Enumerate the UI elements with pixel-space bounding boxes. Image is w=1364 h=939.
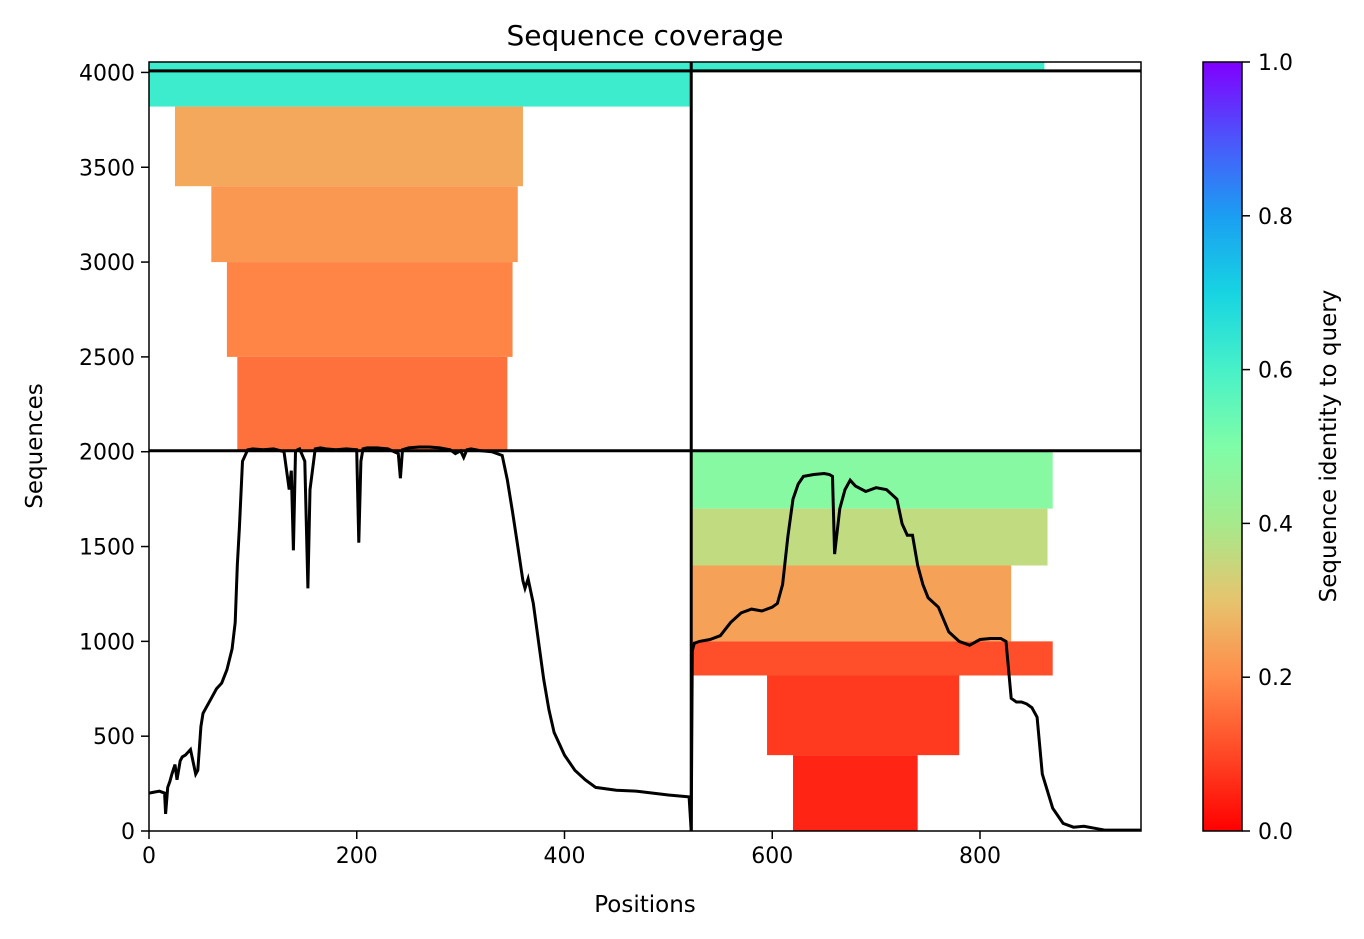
coverage-block — [691, 565, 1012, 642]
colorbar-tick-label: 0.2 — [1258, 666, 1293, 691]
coverage-block — [149, 62, 692, 107]
colorbar-tick-label: 0.0 — [1258, 820, 1293, 845]
colorbar-tick-label: 1.0 — [1258, 51, 1293, 76]
y-tick-label: 4000 — [79, 61, 135, 86]
x-axis-label: Positions — [594, 892, 696, 918]
y-tick-label: 1000 — [79, 630, 135, 655]
y-tick-label: 3000 — [79, 251, 135, 276]
y-axis-label: Sequences — [22, 383, 48, 508]
colorbar-tick-label: 0.4 — [1258, 512, 1293, 537]
y-tick-label: 3500 — [79, 156, 135, 181]
colorbar-ticks: 0.0 0.2 0.4 0.6 0.8 1.0 — [1242, 51, 1293, 845]
plot-frame — [148, 61, 1142, 832]
colorbar-tick-label: 0.6 — [1258, 359, 1293, 384]
coverage-block — [211, 186, 518, 263]
coverage-block — [691, 450, 1053, 509]
y-axis-ticks: 0 500 1000 1500 2000 2500 3000 3500 4000 — [79, 61, 149, 845]
x-tick-label: 0 — [142, 844, 156, 869]
colorbar — [1202, 61, 1243, 832]
y-tick-label: 0 — [121, 820, 135, 845]
y-tick-label: 1500 — [79, 536, 135, 561]
coverage-block — [691, 62, 1045, 71]
chart-title: Sequence coverage — [506, 19, 783, 52]
y-tick-label: 2000 — [79, 441, 135, 466]
coverage-heatmap — [149, 62, 1053, 831]
y-tick-label: 500 — [93, 725, 135, 750]
colorbar-label: Sequence identity to query — [1316, 290, 1342, 603]
x-tick-label: 200 — [336, 844, 378, 869]
coverage-line — [149, 445, 1141, 831]
coverage-block — [226, 262, 513, 357]
coverage-block — [767, 675, 960, 756]
x-tick-label: 800 — [959, 844, 1001, 869]
x-axis-ticks: 0 200 400 600 800 — [142, 831, 1001, 869]
coverage-block — [691, 508, 1048, 566]
x-tick-label: 400 — [543, 844, 585, 869]
y-tick-label: 2500 — [79, 346, 135, 371]
colorbar-tick-label: 0.8 — [1258, 205, 1293, 230]
coverage-block — [691, 641, 1053, 676]
x-tick-label: 600 — [751, 844, 793, 869]
coverage-block — [237, 356, 508, 451]
coverage-block — [793, 755, 918, 831]
coverage-block — [174, 106, 523, 187]
